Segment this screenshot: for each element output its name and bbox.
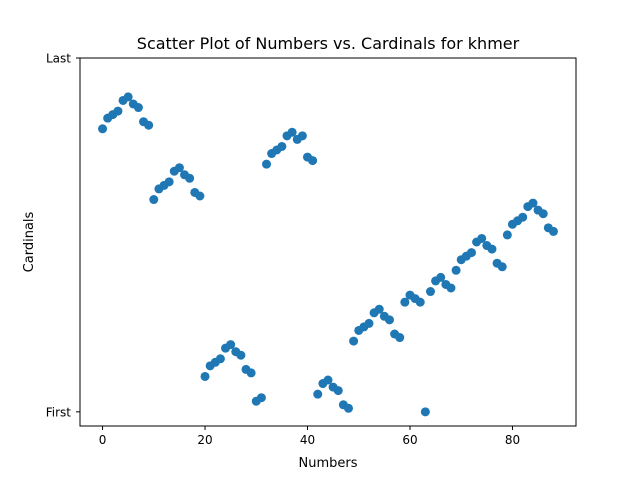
data-point [236,350,246,360]
y-axis-label: Cardinals [22,211,37,272]
data-point [420,407,430,417]
data-point [548,226,558,236]
data-point [149,195,159,205]
data-point [246,368,256,378]
data-point [123,92,133,102]
data-point [144,120,154,130]
data-point [487,244,497,254]
data-point [466,248,476,258]
x-tick-label: 60 [402,433,417,447]
data-point [364,318,374,328]
data-point [528,198,538,208]
data-point [113,106,123,116]
data-point [164,177,174,187]
scatter-points [98,92,558,417]
x-tick-label: 20 [197,433,212,447]
data-point [256,393,266,403]
data-point [400,297,410,307]
y-tick-label: First [46,405,72,419]
x-tick-label: 0 [99,433,107,447]
data-point [451,265,461,275]
data-point [313,389,323,399]
y-tick-label: Last [46,52,71,66]
plot-area-frame [79,57,577,427]
data-point [226,340,236,350]
data-point [174,163,184,173]
data-point [343,403,353,413]
data-point [538,209,548,219]
data-point [425,287,435,297]
data-point [297,131,307,141]
data-point [195,191,205,201]
y-axis-ticks: First Last [46,52,80,419]
x-axis-label: Numbers [299,456,358,471]
data-point [200,371,210,381]
data-point [446,283,456,293]
data-point [518,212,528,222]
data-point [436,272,446,282]
data-point [262,159,272,169]
data-point [497,262,507,272]
chart-title: Scatter Plot of Numbers vs. Cardinals fo… [137,34,520,53]
x-axis-ticks: 0 20 40 60 80 [99,426,520,447]
data-point [287,127,297,137]
data-point [277,141,287,151]
x-tick-label: 80 [505,433,520,447]
data-point [415,297,425,307]
data-point [384,315,394,325]
data-point [502,230,512,240]
data-point [215,354,225,364]
data-point [374,304,384,314]
data-point [185,173,195,183]
data-point [333,386,343,396]
data-point [98,124,108,134]
data-point [133,103,143,113]
data-point [323,375,333,385]
data-point [395,333,405,343]
data-point [349,336,359,346]
data-point [477,233,487,243]
data-point [308,156,318,166]
x-tick-label: 40 [300,433,315,447]
